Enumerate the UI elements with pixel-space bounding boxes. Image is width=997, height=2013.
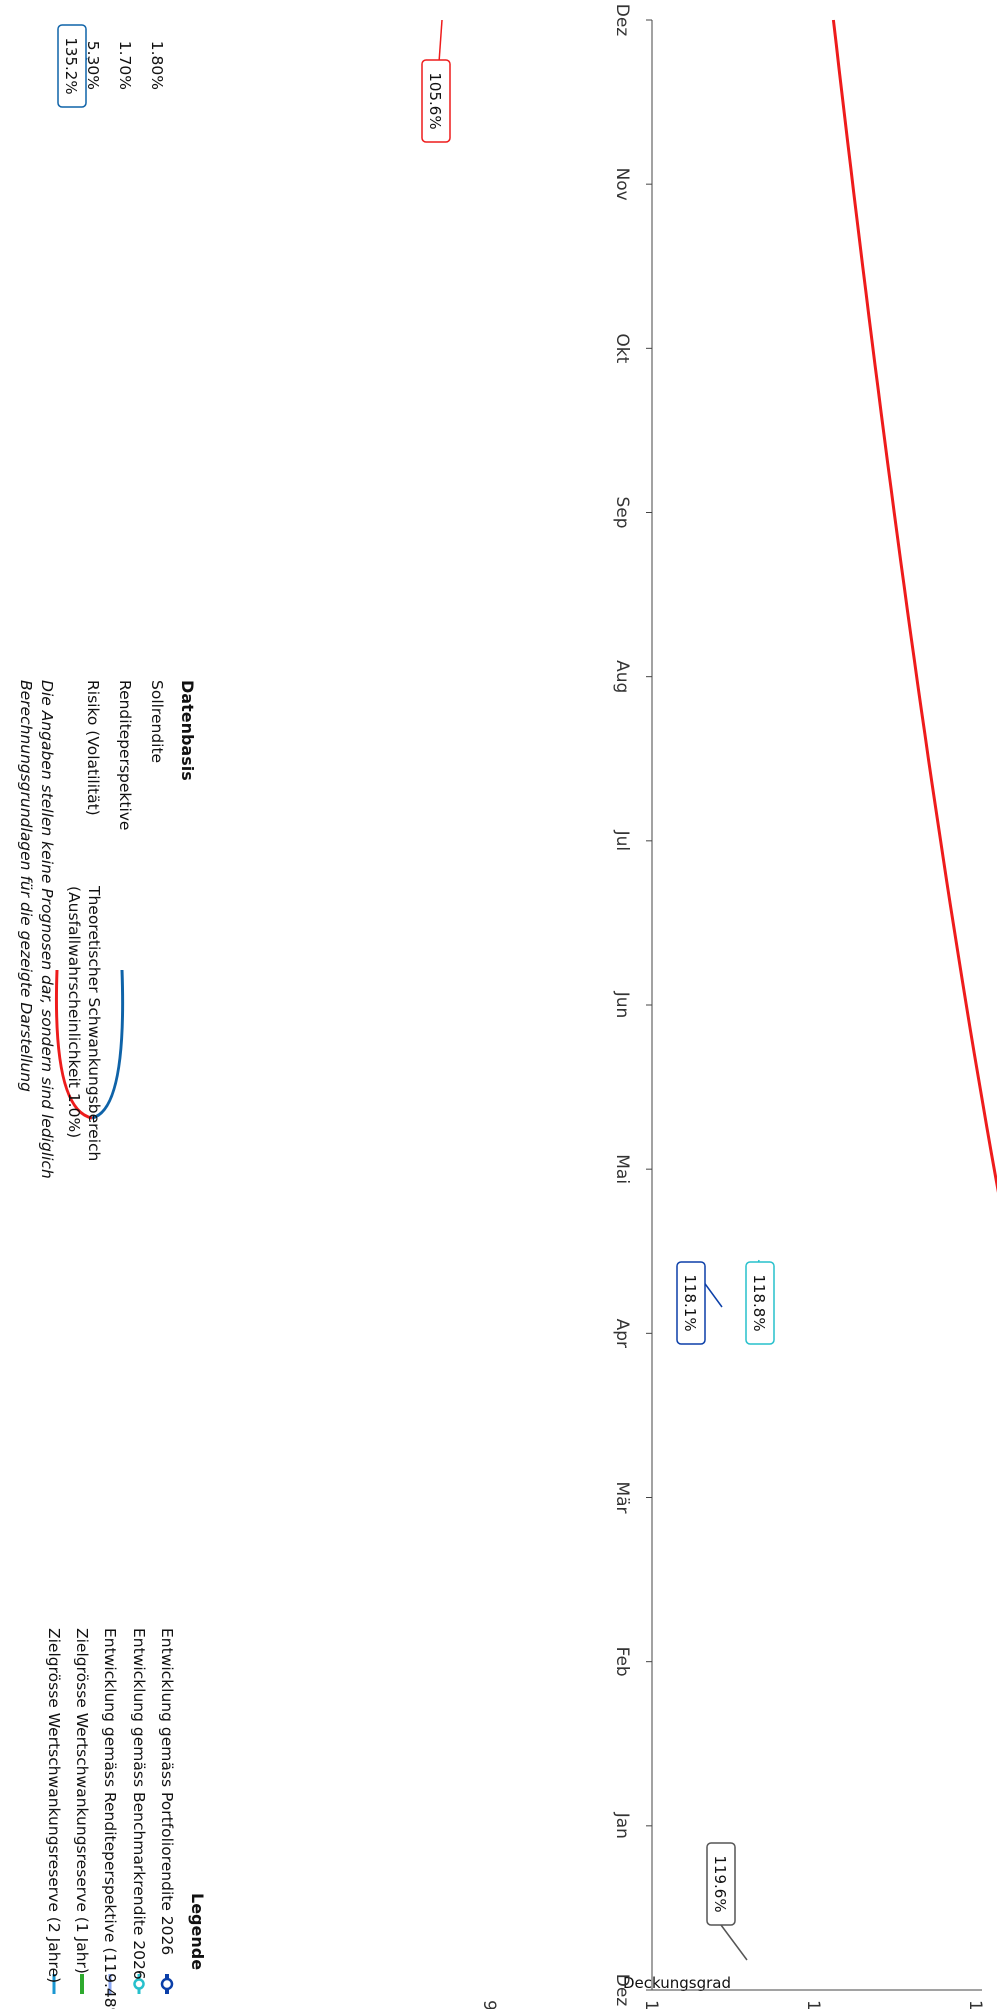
callout-benchmark: 118.8% [745, 1259, 775, 1345]
x-tick-label: Nov [612, 168, 632, 201]
x-tick-group: Dez Jan Feb Mär Apr Mai Jun Jul Aug Sep Okt Nov Dez [612, 4, 652, 2007]
x-tick-label: Feb [612, 1647, 632, 1677]
datenbasis-label-sollrendite: Sollrendite [148, 680, 166, 763]
datenbasis-title: Datenbasis [178, 680, 197, 781]
y-tick-label: 95% [479, 2000, 499, 2009]
callout-upper-label: 135.2% [62, 37, 80, 94]
datenbasis-note-1: Die Angaben stellen keine Prognosen dar,… [38, 680, 56, 1179]
callout-benchmark-label: 118.8% [750, 1274, 768, 1331]
y-tick-label: 100% [641, 2000, 661, 2009]
legend-item-wsr-1-jahr: Zielgrösse Wertschwankungsreserve (1 Jah… [73, 1628, 91, 1974]
datenbasis-label-renditeperspektive: Renditeperspektive [116, 680, 134, 830]
legend-item-wsr-2-jahre: Zielgrösse Wertschwankungsreserve (2 Jah… [45, 1628, 63, 1983]
x-tick-label: Sep [612, 496, 632, 528]
callout-start-box [706, 1842, 736, 1926]
datenbasis-note-2: Berechnungsgrundlagen für die gezeigte D… [17, 680, 35, 1092]
callout-lower-box [421, 59, 451, 143]
datenbasis: Datenbasis Sollrendite 1.80% Renditepers… [17, 41, 197, 1179]
callout-portfolio-label: 118.1% [681, 1274, 699, 1331]
x-tick-label: Dez [612, 4, 632, 37]
callout-upper-box [57, 24, 87, 108]
callout-portfolio-box [676, 1261, 706, 1345]
callout-start: 119.6% [706, 1842, 748, 1961]
datenbasis-value-risiko: 5.30% [84, 41, 102, 90]
x-tick-label: Aug [612, 660, 632, 693]
callout-start-label: 119.6% [711, 1855, 729, 1912]
datenbasis-value-renditeperspektive: 1.70% [116, 41, 134, 90]
datenbasis-value-sollrendite: 1.80% [148, 41, 166, 90]
y-tick-label: 105% [803, 2000, 823, 2009]
legend-item-portfolio: Entwicklung gemäss Portfoliorendite 2026 [158, 1628, 176, 1955]
legend-band-label-2: (Ausfallwahrscheinlichkeit 1.0%) [65, 886, 83, 1138]
x-tick-label: Dez [612, 1974, 632, 2007]
x-tick-label: Mär [612, 1481, 632, 1513]
legend-item-benchmark: Entwicklung gemäss Benchmarkrendite 2026 [130, 1628, 148, 1980]
legend-marker-portfolio [160, 1977, 174, 1991]
legend: Legende Entwicklung gemäss Portfoliorend… [45, 885, 207, 2013]
x-tick-label: Apr [612, 1319, 632, 1348]
x-tick-label: Mai [612, 1154, 632, 1184]
callout-lower: 105.6% [421, 19, 451, 143]
x-tick-label: Jun [612, 991, 632, 1019]
callout-lower-label: 105.6% [426, 72, 444, 129]
legend-band-swatch-upper [91, 969, 125, 1120]
band-lower-curve [831, 19, 997, 1992]
y-tick-label: 110% [965, 2000, 985, 2009]
callout-upper: 135.2% [57, 24, 88, 108]
rotated-chart: Deckungsgrad 95%100%105%110%115%120%125%… [17, 4, 997, 2013]
y-axis-label: Deckungsgrad [623, 1974, 731, 1992]
legend-marker-benchmark [133, 1978, 145, 1990]
legend-item-renditeperspektive: Entwicklung gemäss Renditeperspektive (1… [101, 1628, 119, 2009]
callout-start-leader [720, 1924, 748, 1961]
legend-band-swatch-lower [54, 969, 93, 1120]
x-tick-label: Okt [612, 333, 632, 363]
callout-portfolio: 118.1% [676, 1261, 723, 1345]
y-tick-group: 95%100%105%110%115%120%125%130%135% [479, 2000, 985, 2013]
callout-benchmark-box [745, 1261, 775, 1345]
x-tick-label: Jul [612, 830, 632, 852]
x-tick-label: Jan [612, 1812, 632, 1839]
datenbasis-label-risiko: Risiko (Volatilität) [84, 680, 102, 816]
legend-title: Legende [188, 1893, 207, 1970]
legend-band-label-1: Theoretischer Schwankungsbereich [85, 885, 103, 1161]
